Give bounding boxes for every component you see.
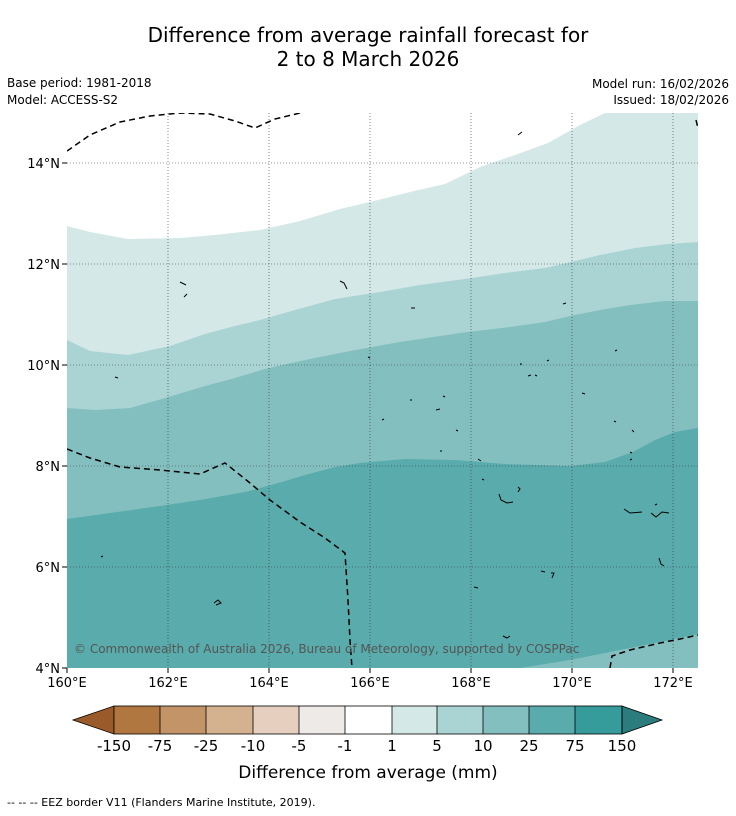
colorbar-tick: 25 — [519, 737, 538, 755]
eez-source-note: -- -- -- EEZ border V11 (Flanders Marine… — [7, 796, 316, 809]
axis-ticks — [62, 162, 674, 673]
colorbar-segment — [437, 706, 483, 734]
colorbar-segment — [575, 706, 622, 734]
colorbar-extend-low — [71, 705, 115, 735]
colorbar-segment — [529, 706, 575, 734]
latitude-labels: 14°N 12°N 10°N 8°N 6°N 4°N — [27, 157, 60, 677]
lon-label: 160°E — [47, 676, 87, 691]
map-area: © Commonwealth of Australia 2026, Bureau… — [67, 113, 698, 668]
grid-lines — [67, 113, 698, 668]
model-run-date: Model run: 16/02/2026 — [591, 77, 729, 91]
band-10-25-bottom — [520, 634, 698, 668]
map-title-line2: 2 to 8 March 2026 — [276, 47, 460, 71]
colorbar-tick: 75 — [565, 737, 584, 755]
colorbar-tick: -75 — [148, 737, 173, 755]
lon-label: 170°E — [552, 676, 592, 691]
lat-label: 4°N — [36, 662, 61, 677]
colorbar-title: Difference from average (mm) — [238, 763, 497, 783]
copyright-notice: © Commonwealth of Australia 2026, Bureau… — [74, 642, 579, 656]
colorbar-segment — [392, 706, 437, 734]
base-period: Base period: 1981-2018 — [7, 76, 152, 90]
lat-label: 14°N — [27, 157, 60, 172]
colorbar-segment — [206, 706, 253, 734]
colorbar-segment — [345, 706, 392, 734]
lat-label: 6°N — [36, 561, 61, 576]
colorbar-segment — [483, 706, 529, 734]
lon-label: 162°E — [148, 676, 188, 691]
colorbar-tick: 10 — [473, 737, 492, 755]
colorbar-extend-high — [621, 705, 664, 735]
lon-label: 172°E — [653, 676, 693, 691]
lon-label: 164°E — [249, 676, 289, 691]
colorbar-tick: 150 — [608, 737, 637, 755]
lat-label: 12°N — [27, 258, 60, 273]
colorbar-segment — [160, 706, 206, 734]
lon-label: 168°E — [451, 676, 491, 691]
colorbar-segment — [114, 706, 160, 734]
colorbar-tick: -150 — [97, 737, 131, 755]
colorbar-tick: -1 — [338, 737, 353, 755]
colorbar-tick: -10 — [241, 737, 266, 755]
lat-label: 8°N — [36, 460, 61, 475]
lon-label: 166°E — [350, 676, 390, 691]
colorbar-segment — [253, 706, 299, 734]
model-name: Model: ACCESS-S2 — [7, 93, 119, 107]
colorbar-tick: 5 — [432, 737, 442, 755]
map-title-line1: Difference from average rainfall forecas… — [147, 23, 589, 47]
longitude-labels: 160°E 162°E 164°E 166°E 168°E 170°E 172°… — [47, 676, 693, 691]
issued-date: Issued: 18/02/2026 — [613, 93, 729, 107]
colorbar: -150 -75 -25 -10 -5 -1 1 5 10 25 75 150 … — [71, 705, 664, 783]
eez-borders — [67, 113, 698, 668]
colorbar-segment — [299, 706, 345, 734]
colorbar-tick: -5 — [292, 737, 307, 755]
lat-label: 10°N — [27, 359, 60, 374]
islands — [100, 131, 670, 639]
band-neutral — [67, 113, 605, 239]
colorbar-tick: 1 — [387, 737, 397, 755]
colorbar-tick: -25 — [194, 737, 219, 755]
colorbar-ticks: -150 -75 -25 -10 -5 -1 1 5 10 25 75 150 — [97, 737, 636, 755]
